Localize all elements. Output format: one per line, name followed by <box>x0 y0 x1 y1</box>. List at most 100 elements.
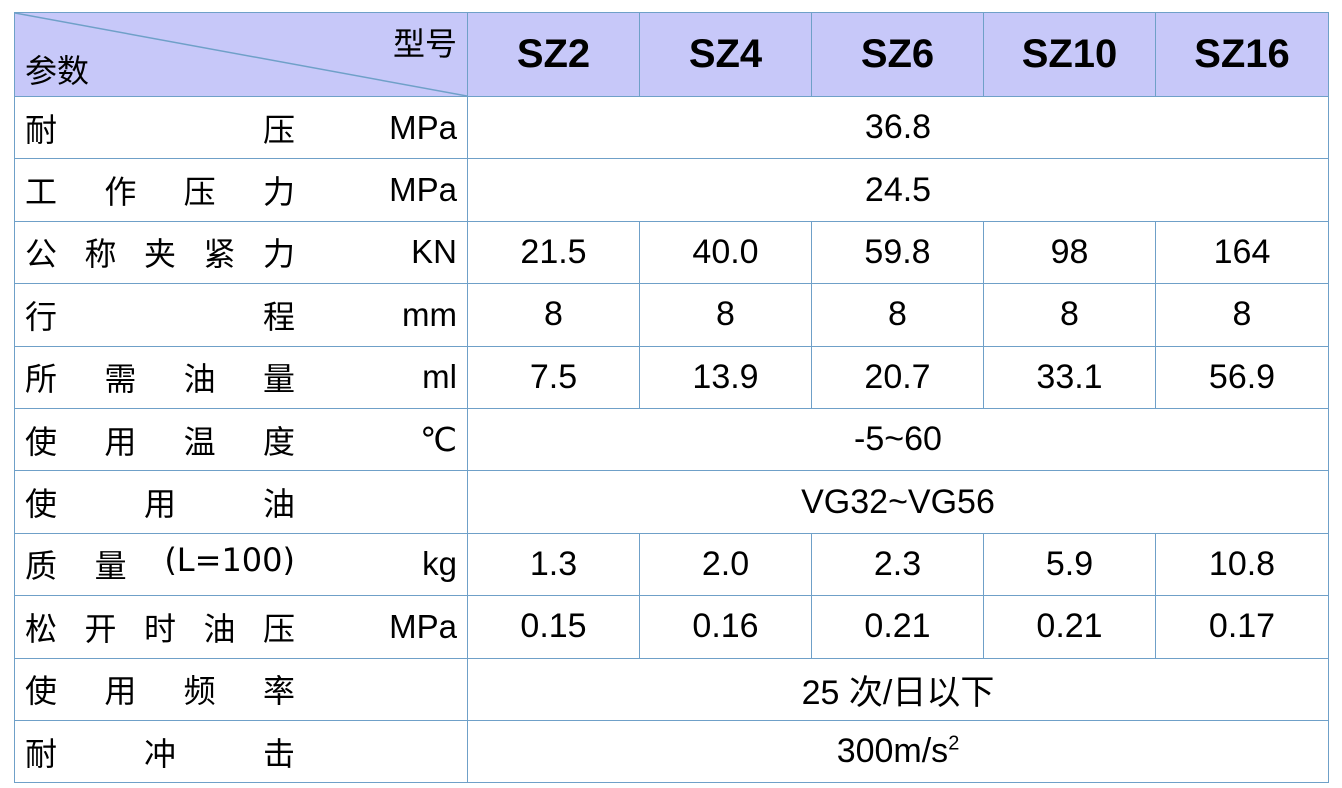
parameter-name-part: 紧 <box>203 235 236 274</box>
parameter-name: 工作压力 <box>25 167 295 213</box>
parameter-name-part: 油 <box>183 360 216 399</box>
value-cell: 2.3 <box>811 532 984 597</box>
parameter-name-part: 频 <box>183 672 216 711</box>
parameter-name-part: 用 <box>104 422 137 461</box>
value-cell: 8 <box>467 283 640 347</box>
parameter-name-part: 公 <box>25 235 58 274</box>
parameter-name-part: 质 <box>25 547 58 586</box>
parameter-cell: 质量 (L=100) kg <box>14 532 468 597</box>
parameter-name-part: 称 <box>84 235 117 274</box>
parameter-name-part: 使 <box>25 422 58 461</box>
value-text: 25 次/日以下 <box>801 673 995 712</box>
diagonal-divider <box>15 13 467 96</box>
parameter-unit: mm <box>402 295 457 333</box>
corner-header-cell: 型号 参数 <box>14 12 468 97</box>
parameter-name-part: 率 <box>262 672 295 711</box>
parameter-cell: 所 需 油 量 ml <box>14 345 468 409</box>
model-header-sz4: SZ4 <box>639 12 812 97</box>
value-text: 24.5 <box>864 170 932 209</box>
value-cell: 20.7 <box>811 345 984 409</box>
parameter-name: 松开时油压 <box>25 604 295 650</box>
parameter-name: 质量 (L=100) <box>25 541 295 587</box>
model-header-sz10: SZ10 <box>983 12 1156 97</box>
model-header-sz16: SZ16 <box>1155 12 1329 97</box>
parameter-unit: MPa <box>389 607 457 645</box>
parameter-name-part: 耐 <box>25 110 58 149</box>
value-superscript: 2 <box>948 732 960 755</box>
parameter-cell: 松开时油压 MPa <box>14 595 468 659</box>
table-row: 使 用 油 VG32~VG56 <box>14 470 1329 534</box>
parameter-cell: 使用油 <box>14 470 468 534</box>
parameter-name-part: 使 <box>25 485 58 524</box>
parameter-name-part: 度 <box>262 422 295 461</box>
table-row: 行程 mm 8 8 8 8 8 <box>14 283 1329 347</box>
parameter-name-part: 压 <box>262 110 295 149</box>
parameter-name: 公称夹紧力 <box>25 229 295 275</box>
value-cell: 0.17 <box>1155 595 1329 659</box>
parameter-name-part: 压 <box>262 609 295 648</box>
parameter-name-part: 程 <box>262 297 295 336</box>
parameter-cell: 工 作 压 力 MPa <box>14 158 468 222</box>
parameter-unit: MPa <box>389 171 457 209</box>
parameter-cell: 使 用 温 度 ℃ <box>14 407 468 472</box>
table-row: 公称夹紧力 KN 21.5 40.0 59.8 98 164 <box>14 220 1329 285</box>
value-cell: 0.21 <box>811 595 984 659</box>
parameter-cell: 公称夹紧力 KN <box>14 220 468 285</box>
value-cell: 40.0 <box>639 220 812 285</box>
parameter-name-part: 工 <box>25 173 58 212</box>
table-row: 质量 (L=100) kg 1.3 2.0 2.3 5.9 10.8 <box>14 532 1329 597</box>
value-cell: 8 <box>811 283 984 347</box>
spec-table: 型号 参数 SZ2 SZ4 SZ6 SZ10 SZ16 耐压 MPa 36.8 工作压… <box>14 12 1329 784</box>
value-cell: 0.16 <box>639 595 812 659</box>
parameter-name: 行程 <box>25 292 295 338</box>
parameter-unit: KN <box>411 233 457 271</box>
parameter-name: 耐冲击 <box>25 729 295 775</box>
parameter-name-part: 所 <box>25 360 58 399</box>
value-text: 300m/s <box>836 732 949 771</box>
parameter-name: 所需油量 <box>25 354 295 400</box>
value-cell: 13.9 <box>639 345 812 409</box>
value-cell: 98 <box>983 220 1156 285</box>
parameter-name-part: 力 <box>262 235 295 274</box>
table-row: 使 用 频 率 25 次/日以下 <box>14 657 1329 721</box>
parameter-name-part: 油 <box>203 609 236 648</box>
parameter-name-part: 作 <box>104 173 137 212</box>
value-cell: 33.1 <box>983 345 1156 409</box>
parameter-name-part: 压 <box>183 173 216 212</box>
value-cell: 21.5 <box>467 220 640 285</box>
parameter-name-part: 量 <box>262 360 295 399</box>
model-axis-label: 型号 <box>392 25 457 63</box>
value-text: 36.8 <box>864 108 932 147</box>
parameter-name-part: 用 <box>104 672 137 711</box>
parameter-name: 使用频率 <box>25 666 295 712</box>
parameter-cell: 耐 压 MPa <box>14 95 468 160</box>
value-cell: 2.0 <box>639 532 812 597</box>
value-text: -5~60 <box>854 420 942 459</box>
parameter-name-part: 耐 <box>25 734 58 773</box>
value-cell: 164 <box>1155 220 1329 285</box>
parameter-name-part: 松 <box>25 609 58 648</box>
parameter-unit: kg <box>422 545 457 583</box>
value-cell-all-models: 300m/s2 <box>467 719 1329 784</box>
parameter-name-part: 冲 <box>143 734 176 773</box>
value-cell-all-models: 36.8 <box>467 95 1329 160</box>
value-cell: 8 <box>639 283 812 347</box>
parameter-unit: ml <box>422 358 457 396</box>
parameter-name-part: 夹 <box>143 235 176 274</box>
table-row: 耐 压 MPa 36.8 <box>14 95 1329 160</box>
parameter-cell: 行程 mm <box>14 283 468 347</box>
value-cell-all-models: 24.5 <box>467 158 1329 222</box>
model-header-sz6: SZ6 <box>811 12 984 97</box>
value-cell: 0.21 <box>983 595 1156 659</box>
parameter-cell: 使用频率 <box>14 657 468 721</box>
value-cell: 8 <box>1155 283 1329 347</box>
value-cell: 7.5 <box>467 345 640 409</box>
parameter-name-part: 开 <box>84 609 117 648</box>
parameter-name-part: 温 <box>183 422 216 461</box>
table-row: 工 作 压 力 MPa 24.5 <box>14 158 1329 222</box>
parameter-unit: MPa <box>389 108 457 146</box>
value-cell: 1.3 <box>467 532 640 597</box>
value-cell: 56.9 <box>1155 345 1329 409</box>
parameter-name-part: 时 <box>143 609 176 648</box>
parameter-name-part: 行 <box>25 297 58 336</box>
